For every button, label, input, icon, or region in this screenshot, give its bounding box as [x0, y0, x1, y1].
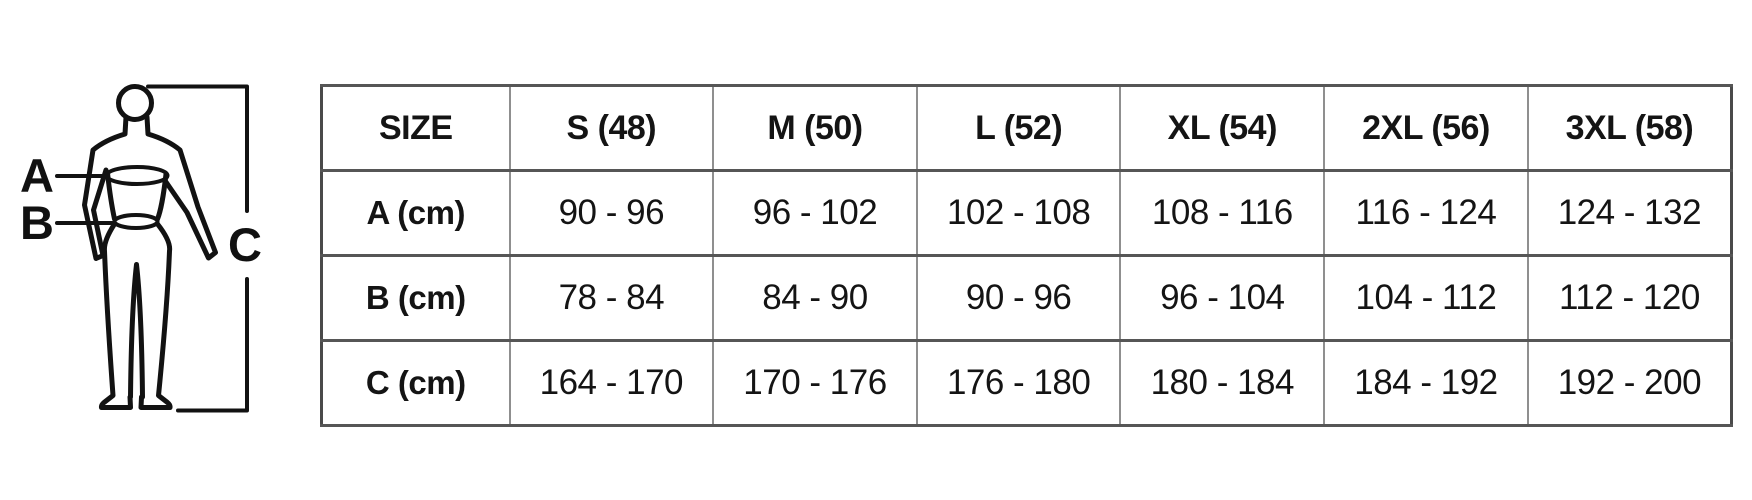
header-cell-3xl: 3XL (58) — [1526, 84, 1733, 172]
measure-label-a: A — [20, 149, 53, 202]
header-cell-l: L (52) — [915, 84, 1122, 172]
waist-measure-ellipse — [112, 213, 160, 230]
size-table: SIZE S (48) M (50) L (52) XL (54) 2XL (5… — [320, 84, 1733, 427]
right-leg-outline — [138, 221, 173, 410]
cell-a-2xl: 116 - 124 — [1323, 169, 1529, 257]
row-label-a: A (cm) — [320, 169, 511, 257]
body-measurement-diagram: A B C — [20, 84, 262, 413]
cell-b-l: 90 - 96 — [915, 254, 1122, 342]
header-cell-s: S (48) — [508, 84, 715, 172]
cell-b-xl: 96 - 104 — [1119, 254, 1326, 342]
table-row-c: C (cm) 164 - 170 170 - 176 176 - 180 180… — [320, 339, 1733, 427]
cell-b-2xl: 104 - 112 — [1323, 254, 1529, 342]
cell-b-m: 84 - 90 — [712, 254, 918, 342]
cell-c-l: 176 - 180 — [915, 339, 1122, 427]
chest-measure-ellipse — [104, 165, 170, 186]
header-cell-size: SIZE — [320, 84, 511, 172]
measure-label-c: C — [228, 218, 261, 271]
cell-b-3xl: 112 - 120 — [1526, 254, 1733, 342]
left-leg-outline — [98, 221, 133, 410]
cell-c-m: 170 - 176 — [712, 339, 918, 427]
row-label-c: C (cm) — [320, 339, 511, 427]
cell-c-3xl: 192 - 200 — [1526, 339, 1733, 427]
cell-a-s: 90 - 96 — [508, 169, 715, 257]
size-table-header-row: SIZE S (48) M (50) L (52) XL (54) 2XL (5… — [320, 84, 1733, 172]
right-arm-outline — [144, 114, 218, 261]
header-cell-xl: XL (54) — [1119, 84, 1326, 172]
cell-b-s: 78 - 84 — [508, 254, 715, 342]
cell-a-3xl: 124 - 132 — [1526, 169, 1733, 257]
inner-legs-outline — [128, 262, 145, 400]
header-cell-m: M (50) — [712, 84, 918, 172]
table-row-a: A (cm) 90 - 96 96 - 102 102 - 108 108 - … — [320, 169, 1733, 257]
cell-c-s: 164 - 170 — [508, 339, 715, 427]
head-outline — [116, 84, 154, 122]
header-cell-2xl: 2XL (56) — [1323, 84, 1529, 172]
cell-a-xl: 108 - 116 — [1119, 169, 1326, 257]
table-row-b: B (cm) 78 - 84 84 - 90 90 - 96 96 - 104 … — [320, 254, 1733, 342]
row-label-b: B (cm) — [320, 254, 511, 342]
cell-a-l: 102 - 108 — [915, 169, 1122, 257]
cell-a-m: 96 - 102 — [712, 169, 918, 257]
left-arm-outline — [82, 114, 129, 261]
measure-label-b: B — [20, 196, 53, 249]
height-bracket — [146, 84, 249, 413]
cell-c-xl: 180 - 184 — [1119, 339, 1326, 427]
cell-c-2xl: 184 - 192 — [1323, 339, 1529, 427]
